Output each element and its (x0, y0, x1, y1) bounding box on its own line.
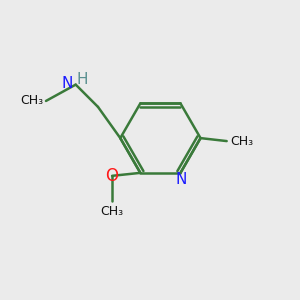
Text: N: N (176, 172, 187, 187)
Text: CH₃: CH₃ (230, 136, 254, 148)
Text: CH₃: CH₃ (20, 94, 44, 107)
Text: O: O (106, 167, 118, 185)
Text: CH₃: CH₃ (100, 205, 124, 218)
Text: N: N (62, 76, 73, 91)
Text: H: H (76, 72, 88, 87)
